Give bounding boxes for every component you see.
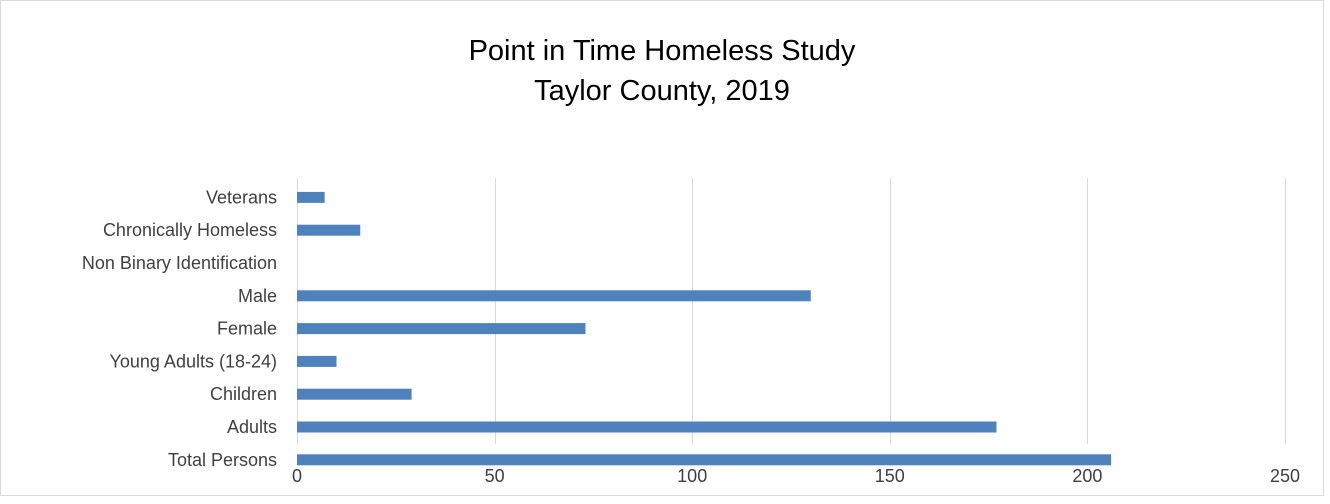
category-label-total-persons: Total Persons (168, 450, 277, 470)
category-label-children: Children (210, 384, 277, 404)
category-label-female: Female (217, 319, 277, 339)
x-tick-label-0: 0 (292, 466, 302, 486)
bars (297, 191, 1112, 466)
bar-veterans (297, 191, 325, 203)
chart-title-line-2: Taylor County, 2019 (534, 75, 790, 107)
category-label-non-binary-identification: Non Binary Identification (82, 253, 277, 273)
x-tick-label-200: 200 (1072, 466, 1102, 486)
bar-female (297, 323, 586, 335)
chart-title-line-1: Point in Time Homeless Study (468, 35, 856, 67)
x-tick-label-50: 50 (485, 466, 505, 486)
bar-children (297, 388, 412, 400)
x-axis-tick-labels: 0 50 100 150 200 250 (292, 466, 1300, 486)
x-tick-label-150: 150 (875, 466, 905, 486)
x-tick-label-250: 250 (1270, 466, 1300, 486)
chart-frame: Point in Time Homeless Study Taylor Coun… (0, 0, 1324, 496)
bar-adults (297, 421, 997, 433)
bar-chronically-homeless (297, 224, 361, 236)
x-tick-label-100: 100 (677, 466, 707, 486)
category-label-veterans: Veterans (206, 187, 277, 207)
gridlines (297, 178, 1286, 444)
category-label-adults: Adults (227, 417, 277, 437)
bar-young-adults-18-24 (297, 355, 337, 367)
category-label-chronically-homeless: Chronically Homeless (103, 220, 277, 240)
category-labels: Veterans Chronically Homeless Non Binary I… (82, 187, 277, 469)
category-label-young-adults-18-24: Young Adults (18-24) (110, 351, 277, 371)
bar-male (297, 290, 811, 302)
bar-total-persons (297, 454, 1112, 466)
chart-title: Point in Time Homeless Study Taylor Coun… (1, 31, 1323, 111)
category-label-male: Male (238, 286, 277, 306)
